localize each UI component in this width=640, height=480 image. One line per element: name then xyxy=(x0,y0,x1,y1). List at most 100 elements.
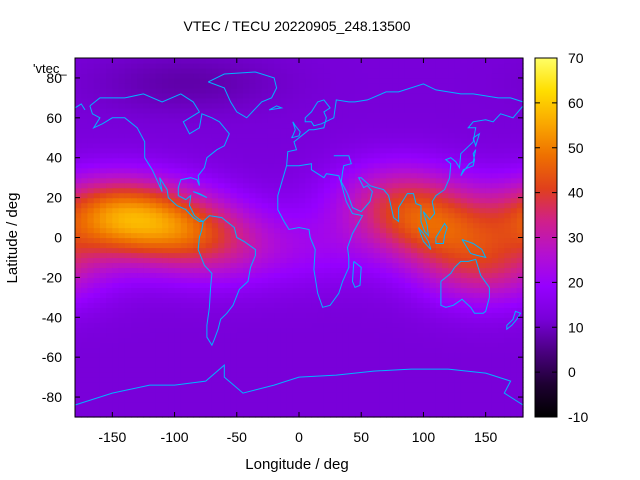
heatmap-cell xyxy=(504,262,512,269)
heatmap-cell xyxy=(199,412,207,418)
heatmap-cell xyxy=(286,87,294,94)
heatmap-cell xyxy=(442,77,449,84)
heatmap-cell xyxy=(504,272,512,278)
heatmap-cell xyxy=(162,232,169,239)
heatmap-cell xyxy=(417,222,425,229)
heatmap-cell xyxy=(180,142,188,149)
heatmap-cell xyxy=(193,242,201,249)
heatmap-cell xyxy=(230,182,238,189)
heatmap-cell xyxy=(429,252,437,259)
heatmap-cell xyxy=(118,137,126,144)
heatmap-cell xyxy=(205,317,213,323)
heatmap-cell xyxy=(249,152,257,159)
heatmap-cell xyxy=(174,67,182,74)
heatmap-cell xyxy=(442,127,449,134)
heatmap-cell xyxy=(274,182,281,189)
heatmap-cell xyxy=(118,367,126,373)
heatmap-cell xyxy=(230,287,238,293)
heatmap-cell xyxy=(81,252,89,259)
heatmap-cell xyxy=(87,207,95,214)
heatmap-cell xyxy=(361,107,369,114)
heatmap-cell xyxy=(218,317,225,323)
heatmap-cell xyxy=(435,257,443,264)
heatmap-cell xyxy=(323,72,331,79)
heatmap-cell xyxy=(467,277,474,283)
heatmap-cell xyxy=(274,282,281,288)
heatmap-cell xyxy=(417,142,425,149)
heatmap-cell xyxy=(373,217,381,224)
heatmap-cell xyxy=(442,297,449,303)
heatmap-cell xyxy=(230,127,238,134)
heatmap-cell xyxy=(118,362,126,368)
heatmap-cell xyxy=(442,412,449,418)
heatmap-cell xyxy=(112,112,120,119)
heatmap-cell xyxy=(473,382,481,388)
heatmap-cell xyxy=(168,217,176,224)
heatmap-cell xyxy=(467,92,474,99)
heatmap-cell xyxy=(411,77,418,84)
heatmap-cell xyxy=(386,77,393,84)
heatmap-cell xyxy=(417,392,425,398)
heatmap-cell xyxy=(180,97,188,104)
heatmap-cell xyxy=(292,182,300,189)
heatmap-cell xyxy=(168,112,176,119)
heatmap-cell xyxy=(516,177,524,184)
heatmap-cell xyxy=(205,352,213,358)
heatmap-cell xyxy=(280,72,288,79)
heatmap-cell xyxy=(498,272,505,278)
heatmap-cell xyxy=(112,202,120,209)
heatmap-cell xyxy=(199,227,207,234)
heatmap-cell xyxy=(211,112,219,119)
heatmap-cell xyxy=(280,292,288,298)
heatmap-cell xyxy=(299,207,306,214)
heatmap-cell xyxy=(280,232,288,239)
heatmap-cell xyxy=(211,372,219,378)
heatmap-cell xyxy=(230,147,238,154)
heatmap-cell xyxy=(330,367,337,373)
heatmap-cell xyxy=(180,127,188,134)
heatmap-cell xyxy=(460,192,468,199)
heatmap-cell xyxy=(261,412,269,418)
heatmap-cell xyxy=(299,312,306,318)
heatmap-cell xyxy=(411,372,418,378)
heatmap-cell xyxy=(106,312,113,318)
heatmap-cell xyxy=(435,232,443,239)
heatmap-cell xyxy=(193,122,201,129)
heatmap-cell xyxy=(510,282,518,288)
heatmap-cell xyxy=(261,287,269,293)
heatmap-cell xyxy=(435,127,443,134)
heatmap-cell xyxy=(230,302,238,308)
heatmap-cell xyxy=(292,377,300,383)
heatmap-cell xyxy=(131,317,138,323)
heatmap-cell xyxy=(280,262,288,269)
heatmap-cell xyxy=(143,307,151,313)
heatmap-cell xyxy=(249,317,257,323)
heatmap-cell xyxy=(454,397,462,403)
heatmap-cell xyxy=(205,382,213,388)
heatmap-cell xyxy=(267,112,275,119)
heatmap-cell xyxy=(131,332,138,338)
heatmap-cell xyxy=(373,102,381,109)
heatmap-cell xyxy=(118,272,126,278)
heatmap-cell xyxy=(162,192,169,199)
heatmap-cell xyxy=(81,397,89,403)
heatmap-cell xyxy=(392,267,400,274)
heatmap-cell xyxy=(236,322,244,328)
heatmap-cell xyxy=(218,197,225,204)
heatmap-cell xyxy=(81,152,89,159)
heatmap-cell xyxy=(323,267,331,274)
heatmap-cell xyxy=(379,297,387,303)
heatmap-cell xyxy=(106,232,113,239)
heatmap-cell xyxy=(112,187,120,194)
heatmap-cell xyxy=(218,107,225,114)
heatmap-cell xyxy=(118,387,126,393)
heatmap-cell xyxy=(373,237,381,244)
heatmap-cell xyxy=(516,362,524,368)
heatmap-cell xyxy=(417,257,425,264)
heatmap-cell xyxy=(367,247,375,254)
heatmap-cell xyxy=(211,327,219,333)
heatmap-cell xyxy=(323,332,331,338)
heatmap-cell xyxy=(392,92,400,99)
heatmap-cell xyxy=(398,137,406,144)
heatmap-cell xyxy=(187,307,194,313)
